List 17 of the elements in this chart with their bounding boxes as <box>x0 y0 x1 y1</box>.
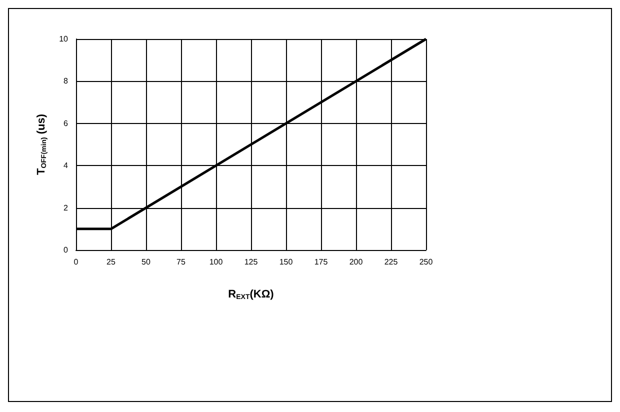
y-tick-label: 4 <box>64 161 69 170</box>
y-tick-label: 2 <box>64 203 69 212</box>
x-tick-label: 175 <box>314 258 328 266</box>
x-tick-label: 0 <box>74 258 79 266</box>
y-tick-label: 8 <box>64 76 69 86</box>
x-tick-label: 50 <box>142 258 151 266</box>
x-tick-label: 25 <box>106 258 116 266</box>
x-tick-label: 100 <box>209 258 224 266</box>
y-tick-label: 10 <box>59 34 69 44</box>
y-tick-label: 0 <box>64 246 69 254</box>
x-tick-label: 225 <box>384 258 398 266</box>
x-tick-label: 200 <box>349 258 364 266</box>
x-tick-label: 250 <box>419 258 434 266</box>
x-tick-label: 150 <box>279 258 294 266</box>
x-tick-label: 75 <box>176 258 186 266</box>
x-tick-label: 125 <box>244 258 258 266</box>
y-tick-label: 6 <box>64 118 69 128</box>
